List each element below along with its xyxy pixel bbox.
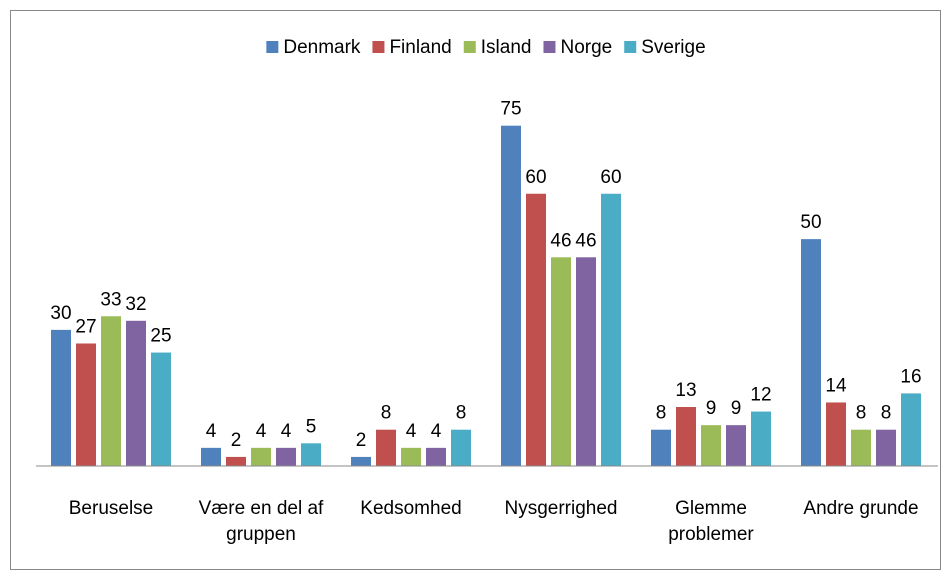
bar — [901, 393, 921, 466]
bar — [701, 425, 721, 466]
data-label: 8 — [856, 403, 867, 424]
legend-swatch — [624, 41, 637, 53]
bar — [876, 429, 896, 466]
data-label: 30 — [50, 303, 71, 324]
legend-swatch — [543, 41, 556, 53]
legend-label: Sverige — [641, 37, 705, 58]
bar — [451, 429, 471, 466]
bar — [676, 407, 696, 466]
data-label: 8 — [881, 403, 892, 424]
data-label: 13 — [675, 380, 696, 401]
bar — [751, 411, 771, 466]
bar — [76, 343, 96, 466]
legend-swatch — [372, 41, 385, 53]
data-label: 12 — [750, 385, 771, 406]
data-label: 8 — [456, 403, 467, 424]
bar — [551, 257, 571, 466]
bar — [276, 447, 296, 466]
x-tick-label: Nysgerrighed — [504, 498, 618, 519]
data-label: 8 — [381, 403, 392, 424]
x-tick-label: Kedsomhed — [360, 498, 462, 519]
data-label: 33 — [100, 289, 121, 310]
x-tick-label: Andre grunde — [803, 498, 919, 519]
data-label: 5 — [306, 416, 317, 437]
data-label: 2 — [356, 430, 367, 451]
data-label: 50 — [800, 212, 821, 233]
bar — [51, 329, 71, 466]
x-tick-label: Beruselse — [68, 498, 154, 519]
data-label: 4 — [406, 421, 417, 442]
bar — [376, 429, 396, 466]
data-label: 4 — [281, 421, 292, 442]
bar — [501, 125, 521, 466]
data-label: 2 — [231, 430, 242, 451]
bar — [726, 425, 746, 466]
bar — [426, 447, 446, 466]
bar — [651, 429, 671, 466]
bar — [151, 352, 171, 466]
data-label: 27 — [75, 317, 96, 338]
bar — [526, 193, 546, 466]
data-label: 60 — [525, 167, 546, 188]
bar — [826, 402, 846, 466]
legend-swatch — [266, 41, 279, 53]
legend-label: Island — [481, 37, 532, 58]
bar — [401, 447, 421, 466]
data-label: 4 — [256, 421, 267, 442]
legend-label: Denmark — [283, 37, 361, 58]
data-label: 25 — [150, 326, 171, 347]
data-label: 32 — [125, 294, 146, 315]
data-label: 46 — [575, 230, 596, 251]
bar — [301, 443, 321, 466]
data-label: 4 — [206, 421, 217, 442]
data-label: 8 — [656, 403, 667, 424]
data-label: 14 — [825, 375, 847, 396]
bar — [251, 447, 271, 466]
x-tick-label: Være en del af gruppen — [198, 498, 324, 545]
bar — [226, 456, 246, 466]
bar — [101, 316, 121, 466]
chart-border — [10, 10, 941, 570]
x-tick-label: Glemme problemer — [668, 498, 754, 545]
legend-swatch — [463, 41, 476, 53]
data-label: 9 — [731, 398, 742, 419]
data-label: 60 — [600, 167, 621, 188]
bar — [576, 257, 596, 466]
bar — [601, 193, 621, 466]
bar — [801, 239, 821, 466]
legend-label: Norge — [560, 37, 612, 58]
data-label: 46 — [550, 230, 571, 251]
data-label: 4 — [431, 421, 442, 442]
data-label: 16 — [900, 366, 921, 387]
bar — [351, 456, 371, 466]
data-label: 9 — [706, 398, 717, 419]
data-label: 75 — [500, 99, 521, 120]
bar — [126, 320, 146, 466]
bar — [851, 429, 871, 466]
legend-label: Finland — [389, 37, 451, 58]
bar — [201, 447, 221, 466]
